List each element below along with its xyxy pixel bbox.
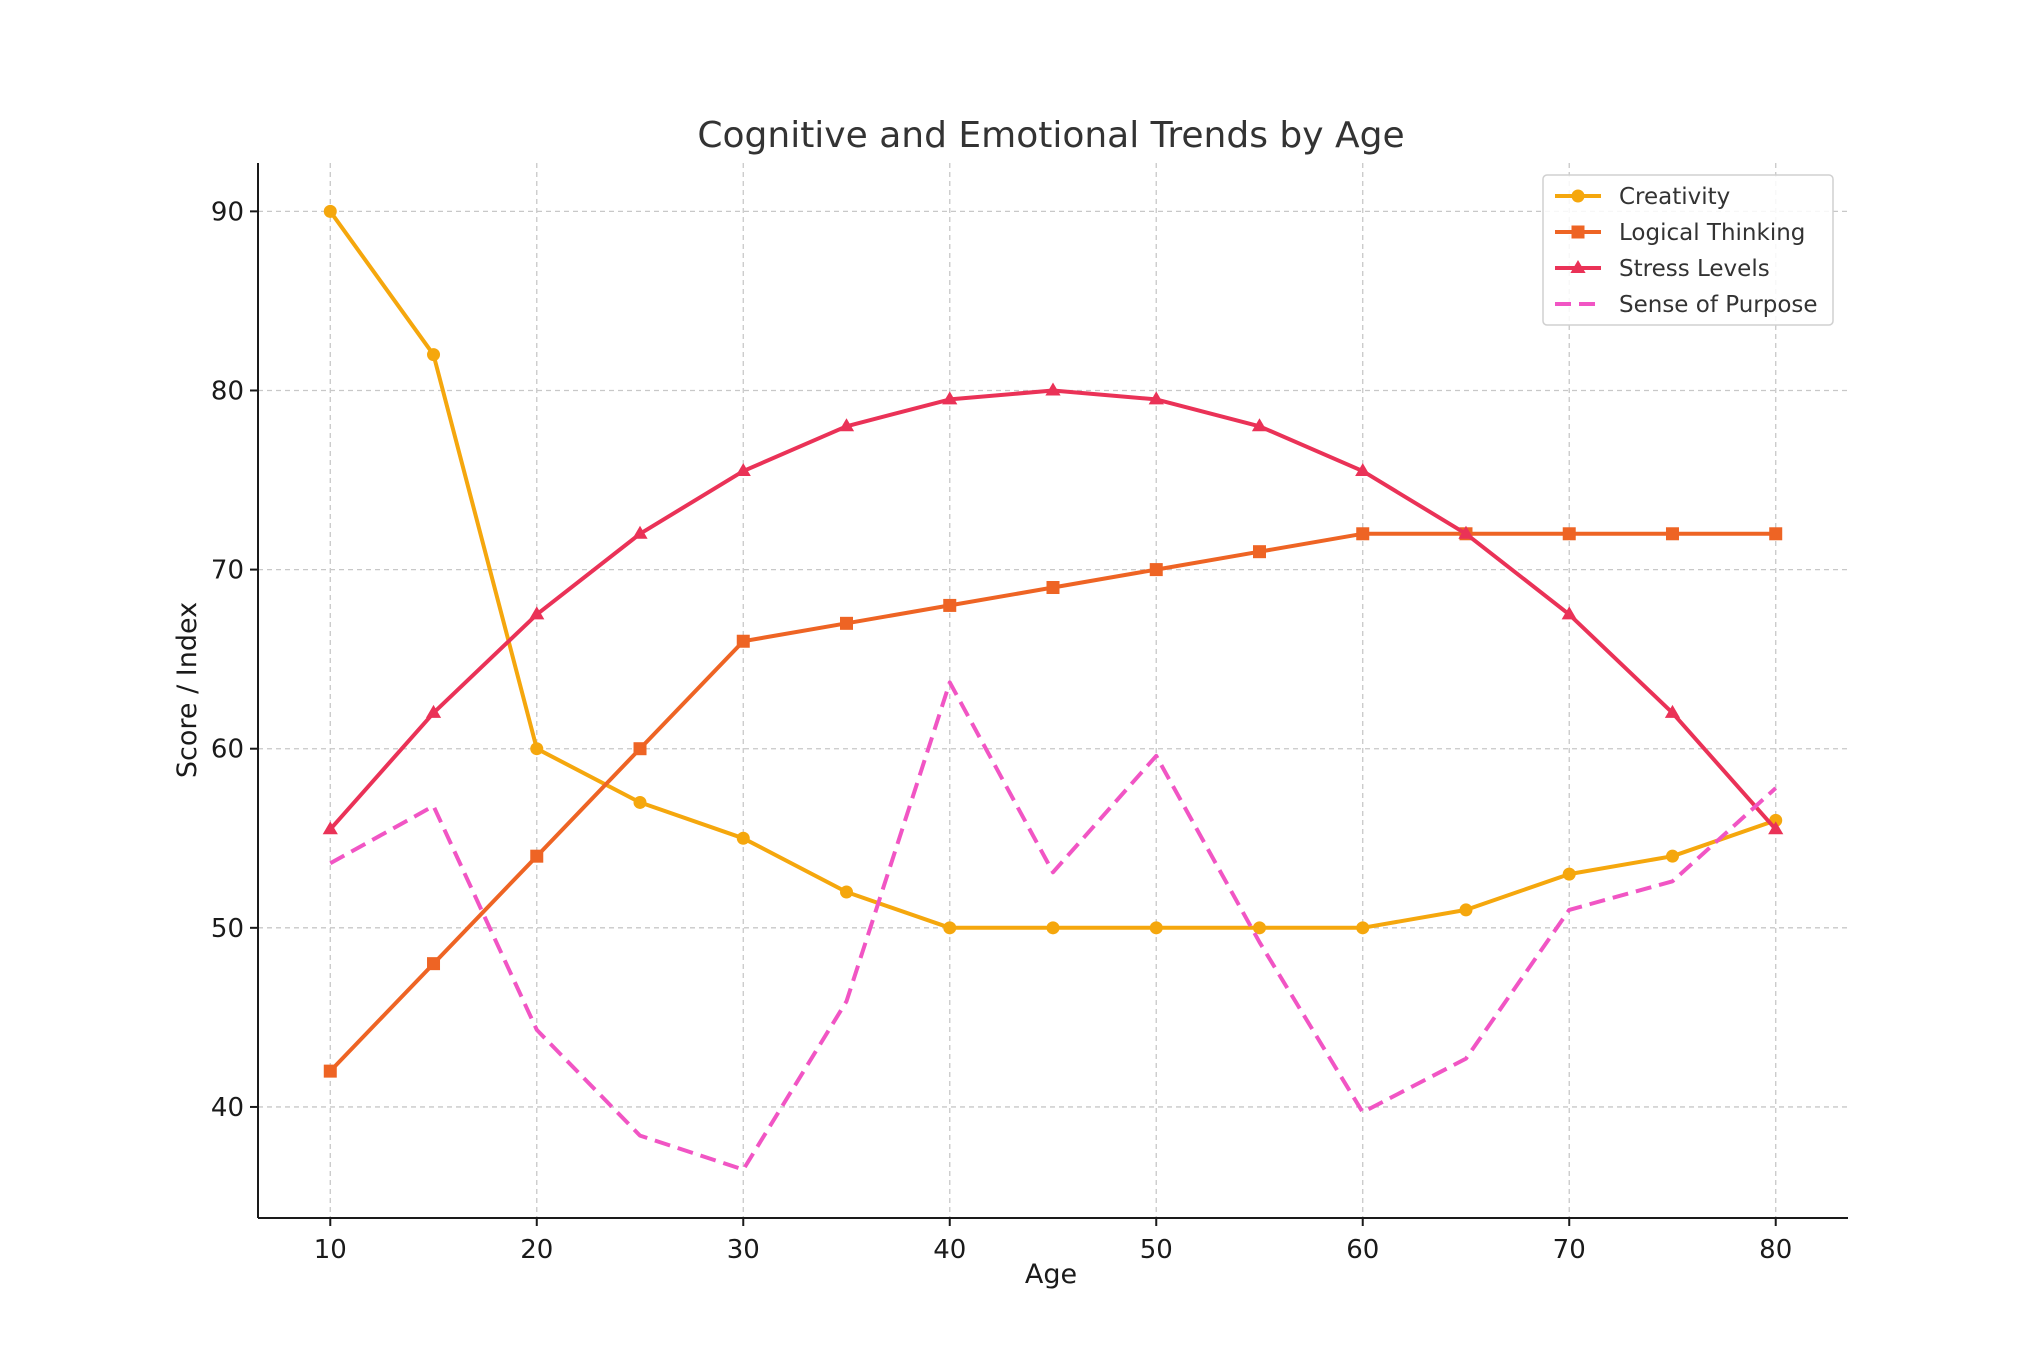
data-point-logical-thinking-50 xyxy=(1149,563,1163,577)
data-point-creativity-20 xyxy=(530,742,544,756)
data-point-stress-levels-60 xyxy=(1355,463,1371,477)
legend-item-stress-levels: Stress Levels xyxy=(1555,256,1770,282)
series-line-logical-thinking xyxy=(328,531,1776,1073)
legend-marker-logical-thinking xyxy=(1571,225,1585,239)
y-tick-label-50: 50 xyxy=(211,914,244,944)
data-point-stress-levels-45 xyxy=(1045,382,1061,396)
data-point-creativity-35 xyxy=(840,885,854,899)
data-point-stress-levels-10 xyxy=(322,821,338,835)
legend-marker-stress-levels xyxy=(1570,260,1586,273)
data-point-stress-levels-65 xyxy=(1458,525,1474,539)
data-point-logical-thinking-30 xyxy=(736,634,750,648)
data-point-stress-levels-30 xyxy=(735,463,751,477)
data-point-stress-levels-40 xyxy=(942,391,958,405)
series-sense-of-purpose xyxy=(329,680,1778,1172)
legend-label-stress-levels: Stress Levels xyxy=(1619,256,1770,282)
data-point-creativity-65 xyxy=(1459,903,1473,917)
data-point-logical-thinking-40 xyxy=(943,598,957,612)
data-point-creativity-50 xyxy=(1149,921,1163,935)
data-point-stress-levels-20 xyxy=(529,606,545,620)
legend-item-creativity: Creativity xyxy=(1555,184,1730,210)
data-point-stress-levels-75 xyxy=(1664,704,1681,718)
data-point-logical-thinking-25 xyxy=(633,742,647,756)
legend-label-logical-thinking: Logical Thinking xyxy=(1619,220,1805,246)
data-point-logical-thinking-15 xyxy=(427,957,441,971)
legend-label-creativity: Creativity xyxy=(1619,184,1730,210)
data-point-creativity-15 xyxy=(427,348,441,362)
data-point-logical-thinking-80 xyxy=(1769,527,1783,541)
x-tick-label-20: 20 xyxy=(520,1235,553,1265)
data-point-stress-levels-15 xyxy=(425,704,442,718)
y-tick-label-40: 40 xyxy=(211,1093,244,1123)
y-tick-label-90: 90 xyxy=(211,197,244,227)
x-tick-label-40: 40 xyxy=(933,1235,966,1265)
x-tick-label-60: 60 xyxy=(1346,1235,1379,1265)
data-point-logical-thinking-20 xyxy=(530,849,544,863)
data-point-stress-levels-55 xyxy=(1251,418,1268,432)
data-point-stress-levels-80 xyxy=(1768,821,1784,835)
series-layer xyxy=(322,204,1784,1172)
legend-box xyxy=(1542,174,1834,326)
data-point-logical-thinking-75 xyxy=(1665,527,1679,541)
x-tick-label-70: 70 xyxy=(1553,1235,1586,1265)
legend-item-logical-thinking: Logical Thinking xyxy=(1555,220,1805,246)
series-logical-thinking xyxy=(323,527,1783,1078)
data-point-creativity-70 xyxy=(1562,867,1576,881)
x-tick-label-80: 80 xyxy=(1759,1235,1792,1265)
series-creativity xyxy=(323,204,1783,935)
y-axis-label: Score / Index xyxy=(172,602,203,778)
x-tick-label-30: 30 xyxy=(727,1235,760,1265)
data-point-stress-levels-35 xyxy=(838,418,855,432)
data-point-creativity-55 xyxy=(1252,921,1266,935)
data-point-stress-levels-50 xyxy=(1148,391,1164,405)
legend: Creativity Logical Thinking Stress Levels S… xyxy=(1542,174,1834,326)
data-point-logical-thinking-55 xyxy=(1252,545,1266,559)
data-point-logical-thinking-45 xyxy=(1046,581,1060,595)
series-stress-levels xyxy=(322,382,1784,835)
series-line-stress-levels xyxy=(328,388,1778,831)
data-point-logical-thinking-60 xyxy=(1356,527,1370,541)
y-tick-label-80: 80 xyxy=(211,376,244,406)
data-point-stress-levels-70 xyxy=(1561,606,1577,620)
data-point-creativity-60 xyxy=(1356,921,1370,935)
data-point-creativity-25 xyxy=(633,795,647,809)
chart-title: Cognitive and Emotional Trends by Age xyxy=(697,115,1404,156)
legend-marker-creativity xyxy=(1571,189,1585,203)
data-point-creativity-10 xyxy=(323,204,337,218)
y-tick-label-60: 60 xyxy=(211,735,244,765)
y-tick-label-70: 70 xyxy=(211,556,244,586)
data-point-logical-thinking-10 xyxy=(323,1064,337,1078)
axes: 10 20 30 40 50 60 70 80 40 50 60 70 80 90 xyxy=(211,163,1848,1265)
legend-item-sense-of-purpose: Sense of Purpose xyxy=(1555,292,1818,318)
legend-label-sense-of-purpose: Sense of Purpose xyxy=(1619,292,1818,318)
data-point-logical-thinking-35 xyxy=(840,616,854,630)
x-axis-label: Age xyxy=(1025,1259,1077,1290)
data-point-stress-levels-25 xyxy=(632,525,648,539)
data-point-logical-thinking-70 xyxy=(1562,527,1576,541)
series-line-sense-of-purpose xyxy=(329,680,1778,1172)
data-point-creativity-75 xyxy=(1665,849,1679,863)
x-tick-label-50: 50 xyxy=(1140,1235,1173,1265)
x-tick-label-10: 10 xyxy=(314,1235,347,1265)
data-point-creativity-45 xyxy=(1046,921,1060,935)
data-point-creativity-40 xyxy=(943,921,957,935)
data-point-creativity-30 xyxy=(736,831,750,845)
